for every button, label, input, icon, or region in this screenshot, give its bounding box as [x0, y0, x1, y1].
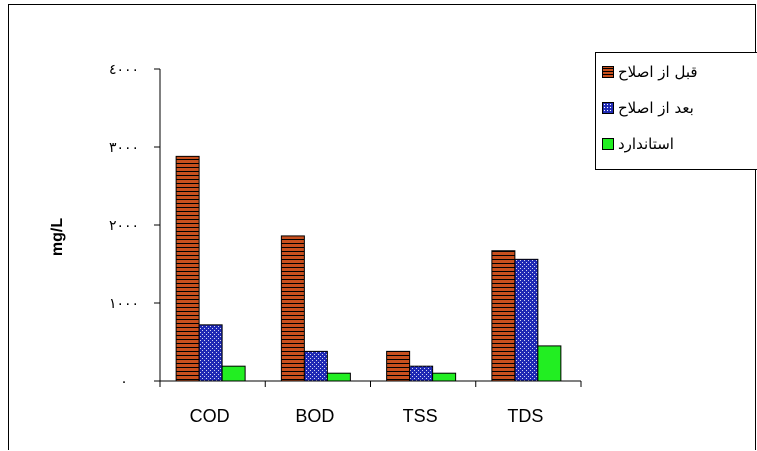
bar	[386, 350, 411, 382]
bar	[280, 235, 305, 382]
bar	[432, 372, 457, 382]
legend-item-before: قبل از اصلاح	[602, 62, 698, 82]
y-tick-label: ٠	[120, 374, 128, 390]
bar	[409, 365, 434, 382]
bar	[175, 155, 200, 382]
chart-frame	[8, 4, 756, 450]
bar	[303, 350, 328, 382]
bar	[491, 250, 516, 382]
legend-label-standard: استاندارد	[618, 135, 674, 153]
y-tick-label: ٣٠٠٠	[109, 140, 139, 156]
legend-swatch-before	[602, 66, 614, 78]
bar	[326, 372, 351, 382]
legend-swatch-standard	[602, 138, 614, 150]
legend-swatch-after	[602, 102, 614, 114]
x-tick-label: BOD	[295, 406, 334, 426]
bar	[221, 365, 246, 382]
y-tick-label: ١٠٠٠	[109, 296, 139, 312]
legend-label-before: قبل از اصلاح	[618, 63, 698, 81]
bar	[198, 324, 223, 382]
legend-item-standard: استاندارد	[602, 134, 674, 154]
bar	[514, 258, 539, 382]
y-axis-label: mg/L	[49, 218, 66, 256]
x-tick-label: TSS	[403, 406, 438, 426]
y-tick-label: ٤٠٠٠	[109, 62, 139, 78]
y-tick-label: ٢٠٠٠	[109, 218, 139, 234]
legend: قبل از اصلاح بعد از اصلاح استاندارد	[595, 52, 757, 170]
legend-label-after: بعد از اصلاح	[618, 99, 694, 117]
x-tick-label: TDS	[507, 406, 543, 426]
bar	[537, 345, 562, 382]
legend-item-after: بعد از اصلاح	[602, 98, 694, 118]
x-tick-label: COD	[190, 406, 230, 426]
